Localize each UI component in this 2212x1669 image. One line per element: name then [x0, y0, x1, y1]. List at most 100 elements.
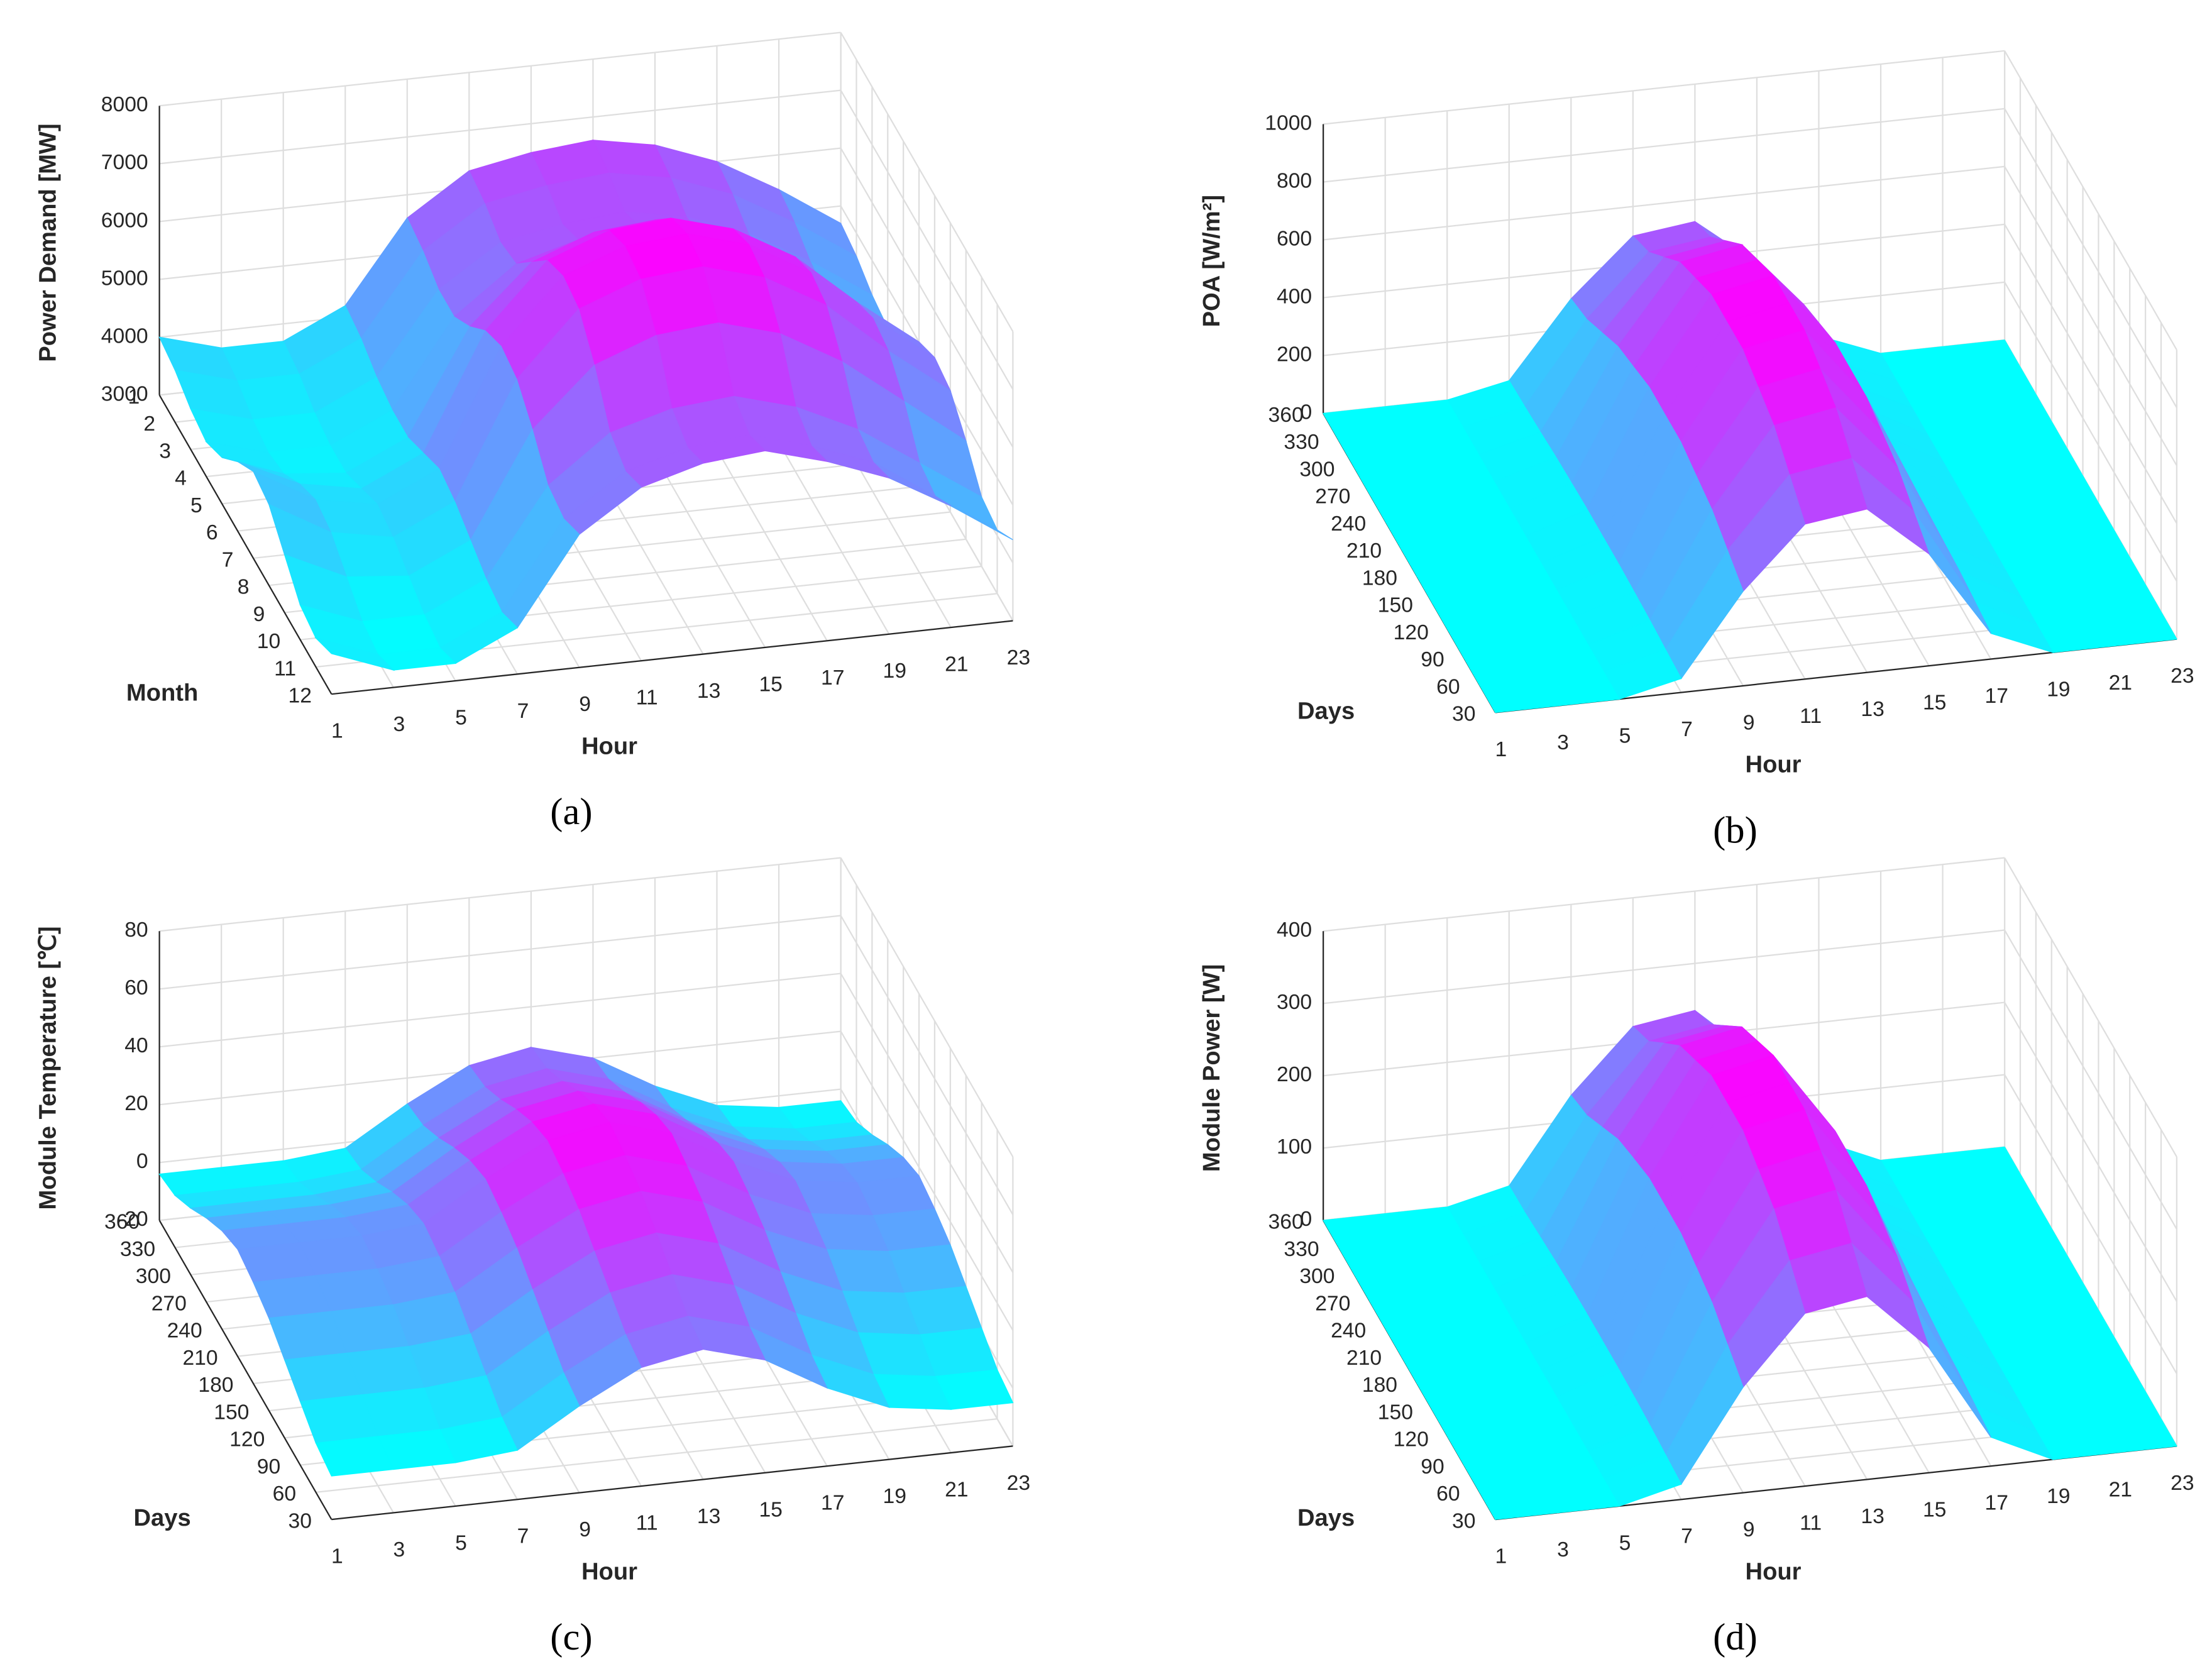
z-tick-label: 600: [1277, 227, 1312, 250]
x-tick-label: 5: [455, 1531, 467, 1555]
y-tick-label: 150: [1378, 594, 1413, 617]
panel-label: (b): [1713, 809, 1758, 851]
y-tick-label: 150: [1378, 1401, 1413, 1424]
x-tick-label: 1: [1495, 1545, 1507, 1568]
x-tick-label: 15: [1923, 691, 1946, 715]
grid-line: [2004, 282, 2177, 582]
x-tick-label: 5: [1619, 1531, 1631, 1555]
y-tick-label: 270: [151, 1292, 187, 1315]
y-tick-label: 330: [1284, 431, 1319, 454]
grid-line: [1323, 857, 2005, 932]
x-tick-label: 23: [1007, 1472, 1030, 1495]
y-tick-label: 210: [182, 1347, 217, 1370]
x-tick-label: 9: [1743, 711, 1755, 734]
surface-patch: [314, 637, 395, 671]
y-tick-label: 1: [128, 385, 140, 409]
grid-line: [159, 89, 841, 165]
surface-patch: [315, 1436, 394, 1477]
x-tick-label: 17: [821, 666, 844, 690]
z-tick-label: 0: [1300, 400, 1312, 424]
z-tick-label: 0: [1300, 1208, 1312, 1231]
z-tick-label: 0: [136, 1150, 148, 1173]
grid-line: [159, 31, 841, 107]
y-tick-label: 12: [289, 685, 312, 708]
x-tick-label: 15: [1923, 1498, 1946, 1521]
y-tick-label: 4: [175, 467, 187, 490]
y-tick-label: 270: [1315, 1292, 1350, 1315]
panel: 3000400050006000700080001234567891011121…: [35, 31, 1030, 833]
z-axis-label: POA [W/m²]: [1198, 195, 1225, 327]
z-tick-label: 400: [1277, 285, 1312, 308]
grid-line: [2004, 166, 2177, 466]
y-tick-label: 30: [289, 1509, 312, 1533]
x-tick-label: 15: [759, 1498, 782, 1521]
y-tick-label: 60: [1436, 675, 1460, 698]
x-tick-label: 19: [2047, 678, 2070, 701]
surface-patch: [1478, 1485, 1558, 1520]
y-tick-label: 300: [136, 1265, 171, 1288]
z-tick-label: 4000: [101, 324, 148, 348]
y-tick-label: 7: [222, 548, 234, 571]
x-tick-label: 21: [945, 653, 968, 676]
grid-line: [159, 857, 841, 932]
y-tick-label: 210: [1346, 539, 1382, 563]
y-tick-label: 120: [1394, 621, 1429, 644]
grid-line: [2004, 1002, 2177, 1302]
z-tick-label: 200: [1277, 1063, 1312, 1086]
x-tick-label: 7: [1681, 718, 1693, 741]
surface-patch: [1478, 678, 1558, 713]
y-tick-label: 240: [1331, 512, 1366, 536]
x-tick-label: 23: [2171, 664, 2194, 688]
panel: 0100200300400360330300270240210180150120…: [1198, 857, 2194, 1658]
y-tick-label: 300: [1299, 458, 1334, 481]
y-tick-label: 180: [198, 1374, 233, 1397]
x-tick-label: 19: [2047, 1485, 2070, 1508]
grid-line: [840, 32, 1014, 332]
z-tick-label: 7000: [101, 151, 148, 174]
x-tick-label: 1: [331, 720, 343, 743]
y-tick-label: 2: [143, 412, 155, 436]
grid-line: [2004, 108, 2177, 409]
y-tick-label: 30: [1452, 1509, 1475, 1533]
axis-line: [158, 1220, 333, 1520]
grid-line: [1323, 165, 2005, 241]
grid-line: [1323, 107, 2005, 183]
x-tick-label: 17: [821, 1492, 844, 1515]
z-tick-label: -20: [118, 1208, 148, 1231]
x-tick-label: 15: [759, 673, 782, 696]
y-tick-label: 90: [1421, 1455, 1444, 1479]
z-tick-label: 8000: [101, 93, 148, 116]
z-axis-label: Module Temperature [℃]: [35, 926, 62, 1209]
z-tick-label: 400: [1277, 918, 1312, 942]
x-tick-label: 23: [1007, 646, 1030, 669]
panel: 0200400600800100036033030027024021018015…: [1198, 50, 2194, 851]
y-axis-label: Days: [133, 1504, 190, 1531]
grid-line: [1323, 50, 2005, 125]
x-tick-label: 21: [945, 1478, 968, 1501]
y-tick-label: 60: [1436, 1482, 1460, 1506]
x-tick-label: 11: [1800, 705, 1822, 728]
z-tick-label: 300: [1277, 991, 1312, 1014]
x-tick-label: 19: [883, 1485, 906, 1508]
x-tick-label: 7: [517, 700, 529, 723]
y-tick-label: 60: [273, 1482, 296, 1506]
x-tick-label: 13: [697, 680, 720, 703]
grid-line: [840, 90, 1014, 390]
x-tick-label: 3: [1557, 731, 1569, 754]
y-tick-label: 120: [1394, 1428, 1429, 1451]
y-tick-label: 180: [1362, 566, 1397, 590]
y-tick-label: 10: [257, 630, 280, 653]
y-tick-label: 30: [1452, 703, 1475, 726]
y-tick-label: 300: [1299, 1265, 1334, 1288]
grid-line: [2004, 1074, 2177, 1374]
axis-line: [158, 394, 333, 695]
grid-line: [316, 1418, 998, 1493]
y-tick-label: 90: [1421, 648, 1444, 671]
y-tick-label: 270: [1315, 485, 1350, 509]
y-tick-label: 9: [253, 603, 265, 626]
x-tick-label: 9: [579, 1518, 591, 1541]
x-tick-label: 13: [1861, 698, 1884, 721]
x-axis-label: Hour: [1746, 1558, 1802, 1585]
y-tick-label: 150: [214, 1401, 249, 1424]
